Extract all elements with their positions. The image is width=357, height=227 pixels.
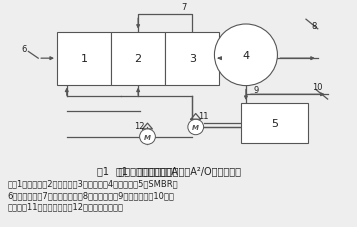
Text: 12: 12	[134, 121, 145, 130]
Text: 8: 8	[311, 22, 317, 31]
Circle shape	[188, 120, 203, 135]
Text: M: M	[192, 124, 199, 131]
Bar	[241, 104, 308, 144]
Text: 11: 11	[198, 111, 209, 120]
Text: 图1   工艺流程图（以传统A²/O改造为例）: 图1 工艺流程图（以传统A²/O改造为例）	[116, 165, 241, 175]
Bar	[165, 32, 219, 85]
Text: 6: 6	[22, 45, 27, 54]
Text: 10: 10	[312, 83, 323, 92]
Text: 1: 1	[80, 54, 87, 64]
Text: 2: 2	[135, 54, 142, 64]
Circle shape	[215, 25, 277, 86]
Text: 9: 9	[253, 86, 258, 94]
Text: 4: 4	[242, 51, 250, 61]
Text: 5: 5	[271, 119, 278, 128]
Text: 7: 7	[182, 3, 187, 12]
Text: M: M	[144, 134, 151, 140]
Bar	[57, 32, 111, 85]
Text: 3: 3	[189, 54, 196, 64]
Text: 注：1、厌氧池；2、缺氧池；3、好氧池；4、沉淀池；5、SMBR；: 注：1、厌氧池；2、缺氧池；3、好氧池；4、沉淀池；5、SMBR；	[8, 179, 178, 188]
Bar	[111, 32, 165, 85]
Text: 图1   工艺流程图（以传统A: 图1 工艺流程图（以传统A	[97, 165, 178, 175]
Circle shape	[140, 129, 155, 145]
Text: 6、进水管线；7、内循环管线；8、出水管线；9、回流污泥；10、剩: 6、进水管线；7、内循环管线；8、出水管线；9、回流污泥；10、剩	[8, 190, 175, 199]
Text: 余污泥；11、污泥回流泵；12、硝化液回流泵。: 余污泥；11、污泥回流泵；12、硝化液回流泵。	[8, 202, 124, 210]
